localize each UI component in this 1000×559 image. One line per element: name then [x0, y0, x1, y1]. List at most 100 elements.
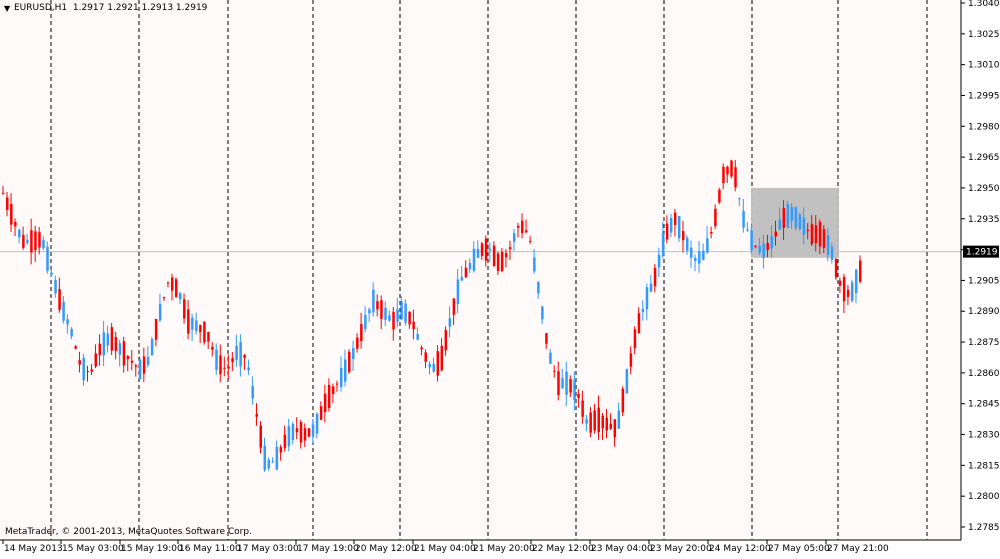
candle-bull	[690, 247, 693, 258]
candle-bear	[782, 208, 786, 228]
candle-bear	[444, 330, 448, 351]
candle-bear	[162, 297, 166, 299]
candle-bull	[854, 269, 858, 294]
candle-bull	[150, 339, 154, 356]
candle-bear	[842, 276, 846, 302]
candle-bull	[267, 459, 271, 469]
candle-bull	[66, 319, 69, 325]
y-tick-label: 1.2785	[968, 523, 1000, 533]
candle-bear	[199, 325, 202, 333]
candle-bear	[484, 238, 488, 261]
x-tick-label: 14 May 2013	[4, 544, 63, 554]
candle-bull	[786, 203, 790, 228]
candle-bear	[452, 298, 456, 315]
candle-bear	[170, 277, 174, 291]
candle-bull	[702, 250, 705, 260]
candle-bear	[810, 224, 814, 245]
x-tick-label: 27 May 21:00	[827, 544, 889, 554]
candle-bull	[428, 363, 431, 368]
y-tick-label: 1.2830	[968, 431, 1000, 441]
candle-bear	[283, 434, 287, 448]
candle-bear	[633, 329, 637, 349]
candle-bull	[235, 345, 238, 361]
candle-bear	[629, 353, 633, 367]
candle-bear	[255, 414, 258, 417]
candle-bear	[637, 313, 641, 334]
candle-bear	[78, 360, 81, 365]
candle-bull	[794, 207, 798, 228]
candle-bull	[404, 303, 407, 323]
y-tick-label: 1.2935	[968, 215, 1000, 225]
x-tick-label: 22 May 12:00	[532, 544, 594, 554]
candle-bull	[830, 246, 834, 260]
candle-bull	[432, 363, 436, 372]
candle-bear	[577, 393, 580, 399]
candle-bear	[10, 203, 13, 225]
candle-bear	[126, 356, 130, 359]
candle-bull	[758, 245, 761, 253]
candle-bull	[311, 424, 315, 437]
candle-bear	[175, 279, 178, 298]
candle-bull	[468, 262, 472, 270]
candle-bull	[70, 328, 73, 337]
candle-bear	[818, 221, 822, 247]
candle-bull	[770, 236, 773, 249]
candle-bear	[114, 336, 118, 351]
candle-bull	[275, 446, 279, 470]
candle-bear	[22, 234, 25, 248]
candle-bear	[166, 282, 170, 284]
candle-bull	[472, 248, 476, 271]
candle-bear	[665, 223, 669, 240]
candle-bear	[424, 352, 427, 362]
candle-bull	[585, 419, 588, 424]
candle-bear	[464, 267, 468, 278]
candle-bull	[533, 257, 536, 272]
y-tick-label: 1.2950	[968, 184, 1000, 194]
current-price-tag	[963, 245, 999, 258]
candle-bear	[589, 412, 592, 433]
candle-bull	[191, 317, 194, 330]
candle-bear	[319, 406, 323, 420]
candle-bull	[685, 237, 689, 251]
candle-bear	[480, 243, 484, 256]
y-tick-label: 1.2980	[968, 122, 1000, 132]
candle-bull	[384, 307, 387, 320]
candle-bull	[750, 230, 753, 251]
candle-bear	[726, 166, 729, 175]
candle-bull	[416, 334, 419, 340]
candle-bear	[545, 333, 548, 344]
candle-bull	[102, 332, 106, 356]
current-price-label: 1.2919	[966, 248, 998, 258]
candle-bull	[850, 282, 854, 301]
chart-menu-arrow-icon[interactable]: ▼	[4, 4, 11, 13]
candle-bear	[90, 369, 94, 372]
candle-bear	[557, 371, 560, 396]
candle-bear	[754, 245, 757, 247]
candle-bull	[368, 309, 371, 314]
candle-bull	[26, 239, 29, 243]
candle-bull	[448, 318, 452, 327]
candle-bear	[259, 425, 263, 448]
candle-bear	[529, 240, 532, 242]
candle-bull	[263, 445, 267, 470]
candle-bull	[617, 410, 621, 429]
candle-bull	[138, 359, 142, 380]
candle-bear	[412, 321, 415, 330]
candle-bull	[287, 426, 291, 447]
candle-bull	[537, 282, 540, 294]
candle-bear	[376, 301, 379, 310]
candle-bear	[814, 225, 818, 244]
candle-bull	[364, 314, 367, 330]
candle-bull	[698, 251, 701, 264]
candle-bull	[54, 279, 57, 294]
time-axis-panel	[0, 540, 961, 555]
candle-bull	[541, 306, 544, 320]
y-tick-label: 1.2875	[968, 338, 1000, 348]
candle-bull	[661, 232, 665, 256]
candle-bull	[291, 423, 295, 441]
candle-bear	[227, 366, 230, 369]
price-axis-panel	[961, 0, 1000, 555]
candle-bear	[525, 230, 528, 233]
